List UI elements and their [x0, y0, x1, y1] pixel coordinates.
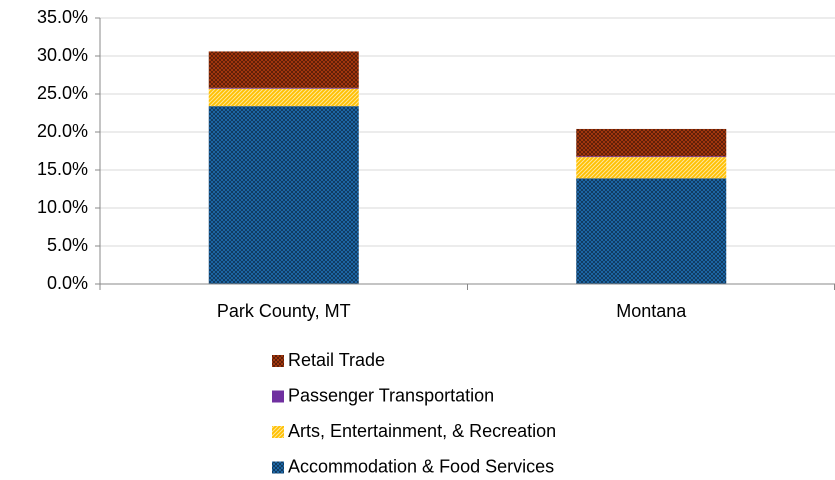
y-tick-label: 20.0% — [37, 121, 88, 141]
bar-segment — [576, 156, 727, 158]
legend-swatch — [272, 355, 284, 367]
bar-segment — [576, 128, 727, 157]
bar-segment — [208, 88, 359, 107]
bar-segment — [208, 106, 359, 284]
y-tick-label: 10.0% — [37, 197, 88, 217]
bar-segment — [576, 157, 727, 179]
x-tick-label: Park County, MT — [217, 301, 351, 321]
y-tick-label: 25.0% — [37, 83, 88, 103]
y-tick-label: 30.0% — [37, 45, 88, 65]
legend-label: Arts, Entertainment, & Recreation — [288, 421, 556, 441]
y-tick-label: 15.0% — [37, 159, 88, 179]
legend-swatch — [272, 390, 284, 403]
legend-label: Retail Trade — [288, 350, 385, 370]
x-tick-label: Montana — [616, 301, 687, 321]
legend-swatch — [272, 461, 284, 474]
bar-segment — [208, 87, 359, 89]
y-tick-label: 35.0% — [37, 7, 88, 27]
y-tick-label: 0.0% — [47, 273, 88, 293]
y-tick-label: 5.0% — [47, 235, 88, 255]
legend-label: Accommodation & Food Services — [288, 456, 554, 476]
bar-segment — [208, 51, 359, 88]
bar-segment — [576, 178, 727, 284]
legend-swatch — [272, 426, 284, 438]
legend-label: Passenger Transportation — [288, 385, 494, 405]
